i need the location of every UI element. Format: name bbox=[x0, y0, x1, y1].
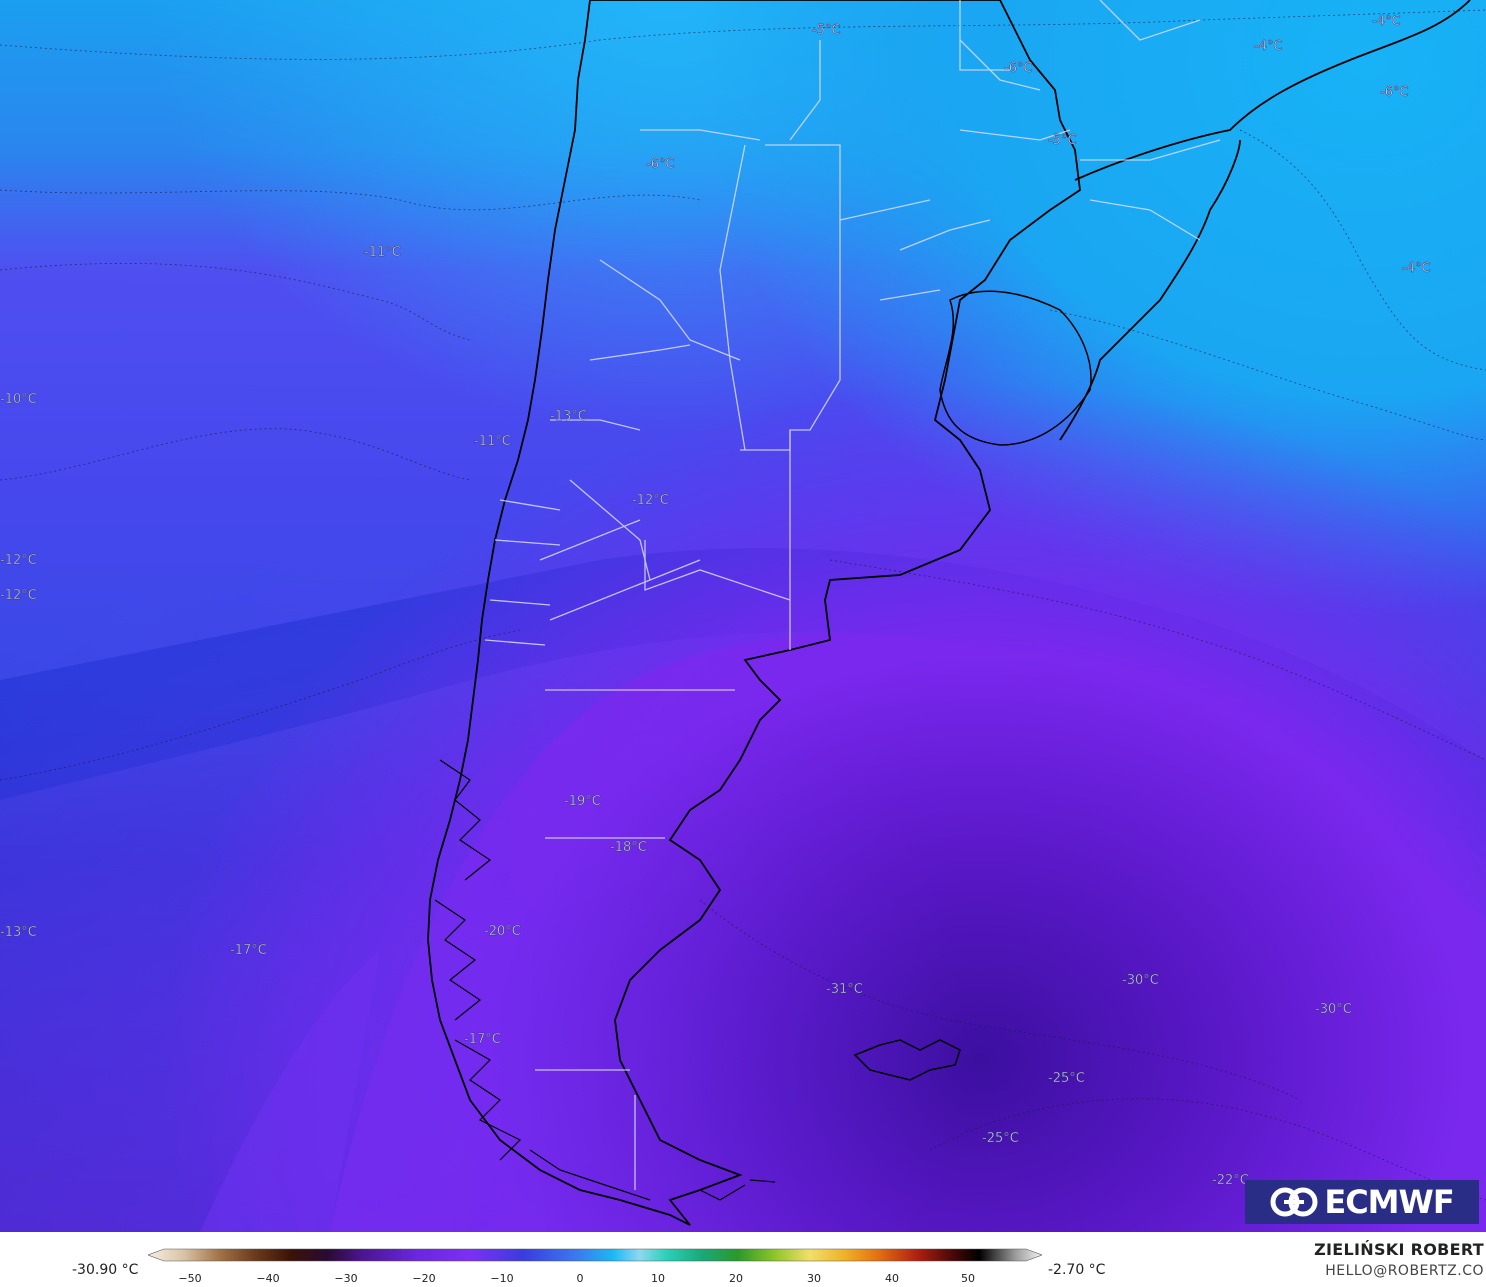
colorbar-tick: 40 bbox=[885, 1272, 899, 1285]
temp-label: -10°C bbox=[0, 392, 37, 407]
ecmwf-logo-icon bbox=[1270, 1187, 1318, 1217]
temperature-map: -5°C -4°C -4°C -6°C -6°C -5°C -6°C -4°C … bbox=[0, 0, 1486, 1232]
temp-label: -12°C bbox=[632, 493, 669, 508]
chilean-fjords bbox=[434, 759, 776, 1201]
temp-label: -31°C bbox=[826, 982, 863, 997]
temp-label: -22°C bbox=[1212, 1173, 1249, 1188]
temp-label: -6°C bbox=[646, 157, 675, 172]
falkland-islands bbox=[853, 1039, 961, 1081]
province-borders bbox=[484, 0, 1221, 1190]
temp-label: -12°C bbox=[0, 588, 37, 603]
colorbar-tick: −50 bbox=[178, 1272, 202, 1285]
southeast-coastline bbox=[1059, 139, 1241, 441]
temperature-labels: -5°C -4°C -4°C -6°C -6°C -5°C -6°C -4°C … bbox=[0, 14, 1431, 1188]
temp-label: -11°C bbox=[364, 245, 401, 260]
colorbar-tick: 50 bbox=[961, 1272, 975, 1285]
temp-label: -17°C bbox=[230, 943, 267, 958]
colorbar-tick: −30 bbox=[334, 1272, 358, 1285]
colorbar-tick: −40 bbox=[256, 1272, 280, 1285]
temp-label: -6°C bbox=[1004, 61, 1033, 76]
colorbar bbox=[148, 1248, 1042, 1262]
brazil-coastline bbox=[1074, 0, 1471, 181]
ecmwf-logo-text: ECMWF bbox=[1324, 1183, 1454, 1221]
temp-label: -13°C bbox=[0, 925, 37, 940]
colorbar-tick: 20 bbox=[729, 1272, 743, 1285]
map-canvas: -5°C -4°C -4°C -6°C -6°C -5°C -6°C -4°C … bbox=[0, 0, 1486, 1232]
max-value: -2.70 °C bbox=[1048, 1262, 1106, 1278]
temp-label: -18°C bbox=[610, 840, 647, 855]
contour-lines bbox=[0, 9, 1486, 1201]
temp-label: -17°C bbox=[464, 1032, 501, 1047]
temp-label: -30°C bbox=[1122, 973, 1159, 988]
author-name: ZIELIŃSKI ROBERT bbox=[1314, 1240, 1484, 1259]
temp-label: -4°C bbox=[1402, 261, 1431, 276]
temp-label: -5°C bbox=[1048, 133, 1077, 148]
temp-label: -20°C bbox=[484, 924, 521, 939]
temp-label: -30°C bbox=[1315, 1002, 1352, 1017]
colorbar-tick: 10 bbox=[651, 1272, 665, 1285]
min-value: -30.90 °C bbox=[72, 1262, 139, 1278]
temp-label: -25°C bbox=[1048, 1071, 1085, 1086]
colorbar-tick: 30 bbox=[807, 1272, 821, 1285]
temp-label: -13°C bbox=[550, 409, 587, 424]
colorbar-tick: −20 bbox=[412, 1272, 436, 1285]
colorbar-tick: 0 bbox=[576, 1272, 584, 1285]
ecmwf-logo: ECMWF bbox=[1245, 1180, 1479, 1224]
colorbar-tick: −10 bbox=[490, 1272, 514, 1285]
uruguay-outline bbox=[939, 290, 1092, 446]
temp-label: -19°C bbox=[564, 794, 601, 809]
west-violet-field bbox=[0, 0, 1486, 1232]
author-email: HELLO@ROBERTZ.CO bbox=[1325, 1263, 1484, 1279]
temp-label: -25°C bbox=[982, 1131, 1019, 1146]
temp-label: -6°C bbox=[1380, 85, 1409, 100]
temp-label: -5°C bbox=[812, 23, 841, 38]
continent-outline bbox=[427, 0, 1081, 1226]
footer: -30.90 °C bbox=[0, 1232, 1486, 1287]
temp-label: -4°C bbox=[1372, 14, 1401, 29]
temp-label: -12°C bbox=[0, 553, 37, 568]
temp-label: -4°C bbox=[1254, 39, 1283, 54]
temp-label: -11°C bbox=[474, 434, 511, 449]
